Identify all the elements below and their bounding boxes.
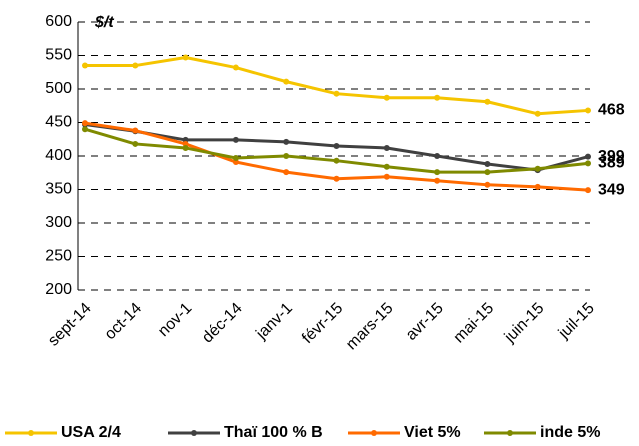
point <box>333 157 340 164</box>
y-tick-label: 600 <box>45 13 72 30</box>
point <box>232 155 239 162</box>
point <box>585 187 591 194</box>
y-tick-label: 500 <box>45 80 72 97</box>
legend-label: inde 5% <box>540 424 600 441</box>
point <box>383 144 390 151</box>
y-tick-label: 300 <box>45 214 72 231</box>
point <box>333 175 340 182</box>
unit-label: $/t <box>94 14 114 31</box>
y-tick-label: 550 <box>45 47 72 64</box>
end-label: 468 <box>598 102 625 119</box>
legend-label: Viet 5% <box>404 424 461 441</box>
x-tick-label: déc-14 <box>199 300 246 347</box>
point <box>534 110 541 117</box>
point <box>333 142 340 149</box>
x-tick-label: janv-1 <box>252 300 296 344</box>
point <box>182 144 189 151</box>
x-tick-label: juil-15 <box>555 300 598 343</box>
point <box>434 169 441 176</box>
y-tick-label: 250 <box>45 248 72 265</box>
point <box>484 181 491 188</box>
legend-label: Thaï 100 % B <box>224 424 323 441</box>
end-label: 399 <box>598 148 625 165</box>
point <box>182 54 189 61</box>
x-tick-label: juin-15 <box>501 300 548 347</box>
point <box>132 140 139 147</box>
y-tick-label: 200 <box>45 281 72 298</box>
point <box>82 126 88 133</box>
point <box>82 62 88 69</box>
legend-label: USA 2/4 <box>61 424 121 441</box>
x-tick-label: sept-14 <box>45 300 95 350</box>
y-tick-label: 450 <box>45 114 72 131</box>
point <box>232 64 239 71</box>
point <box>383 94 390 101</box>
point <box>132 127 139 134</box>
y-tick-label: 350 <box>45 181 72 198</box>
legend-marker <box>371 430 377 436</box>
point <box>484 161 491 168</box>
x-tick-label: mai-15 <box>451 300 498 347</box>
point <box>534 165 541 172</box>
point <box>283 138 290 145</box>
end-label: 389 <box>598 155 625 172</box>
point <box>484 98 491 105</box>
point <box>434 153 441 159</box>
point <box>434 94 441 101</box>
legend-marker <box>507 430 513 436</box>
x-tick-label: mars-15 <box>343 300 397 354</box>
point <box>434 177 441 184</box>
x-tick-label: oct-14 <box>102 300 146 344</box>
point <box>534 183 541 190</box>
point <box>232 136 239 143</box>
series-line <box>85 56 589 116</box>
point <box>585 153 591 160</box>
point <box>585 160 591 167</box>
point <box>283 153 290 159</box>
x-tick-label: avr-15 <box>403 300 447 344</box>
x-tick-label: nov-1 <box>155 300 195 340</box>
point <box>383 173 390 180</box>
point <box>82 120 88 127</box>
point <box>585 107 591 114</box>
point <box>283 169 290 176</box>
legend-marker <box>28 430 34 436</box>
point <box>283 78 290 85</box>
point <box>383 163 390 170</box>
end-label: 349 <box>598 181 625 198</box>
legend-marker <box>191 430 197 436</box>
x-tick-label: févr-15 <box>299 300 346 347</box>
point <box>484 169 491 176</box>
y-tick-label: 400 <box>45 147 72 164</box>
point <box>132 62 139 69</box>
point <box>333 90 340 97</box>
